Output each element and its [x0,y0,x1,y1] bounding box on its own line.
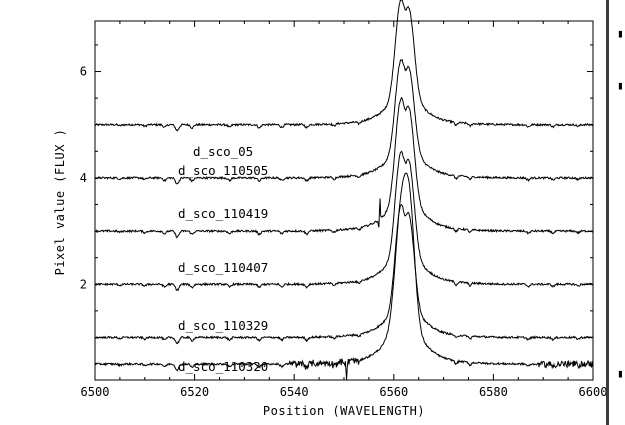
series-label: d_sco_110407 [178,260,268,275]
y-tick-label: 6 [80,65,87,79]
x-tick-label: 6520 [180,385,209,399]
plot-frame [94,20,594,381]
series-label: d_sco_110419 [178,206,268,221]
y-axis: 2 4 6 [80,44,593,338]
spectrum-line-d-sco-110320 [94,172,594,380]
partial-text-marker: ▮ [617,370,624,380]
y-tick-label: 4 [80,171,87,185]
x-tick-label: 6600 [579,385,608,399]
series-lines [94,0,594,380]
series-label: d_sco_110320 [178,359,268,374]
x-tick-label: 6560 [379,385,408,399]
spectrum-line-d-sco-05 [94,0,594,132]
spectrum-line-d-sco-110329 [94,203,594,345]
partial-text-marker: ▮ [617,82,624,92]
partial-text-marker: ▮ [617,30,624,40]
y-axis-title: Pixel value (FLUX ) [53,129,67,276]
spectrum-line-d-sco-110407 [94,150,593,292]
x-tick-label: 6500 [81,385,110,399]
x-axis-title: Position (WAVELENGTH) [263,404,425,418]
window-border [606,0,609,425]
x-axis: 6500 6520 6540 6560 6580 6600 [81,21,608,399]
x-tick-label: 6580 [479,385,508,399]
y-tick-label: 2 [80,277,87,291]
spectrum-line-d-sco-110505 [94,58,594,185]
x-tick-label: 6540 [280,385,309,399]
series-label: d_sco_05 [193,144,253,159]
series-label: d_sco_110329 [178,318,268,333]
series-label: d_sco_110505 [178,163,268,178]
series-labels: d_sco_05 d_sco_110505 d_sco_110419 d_sco_11… [178,144,268,374]
spectrum-line-d-sco-110419 [94,96,594,239]
